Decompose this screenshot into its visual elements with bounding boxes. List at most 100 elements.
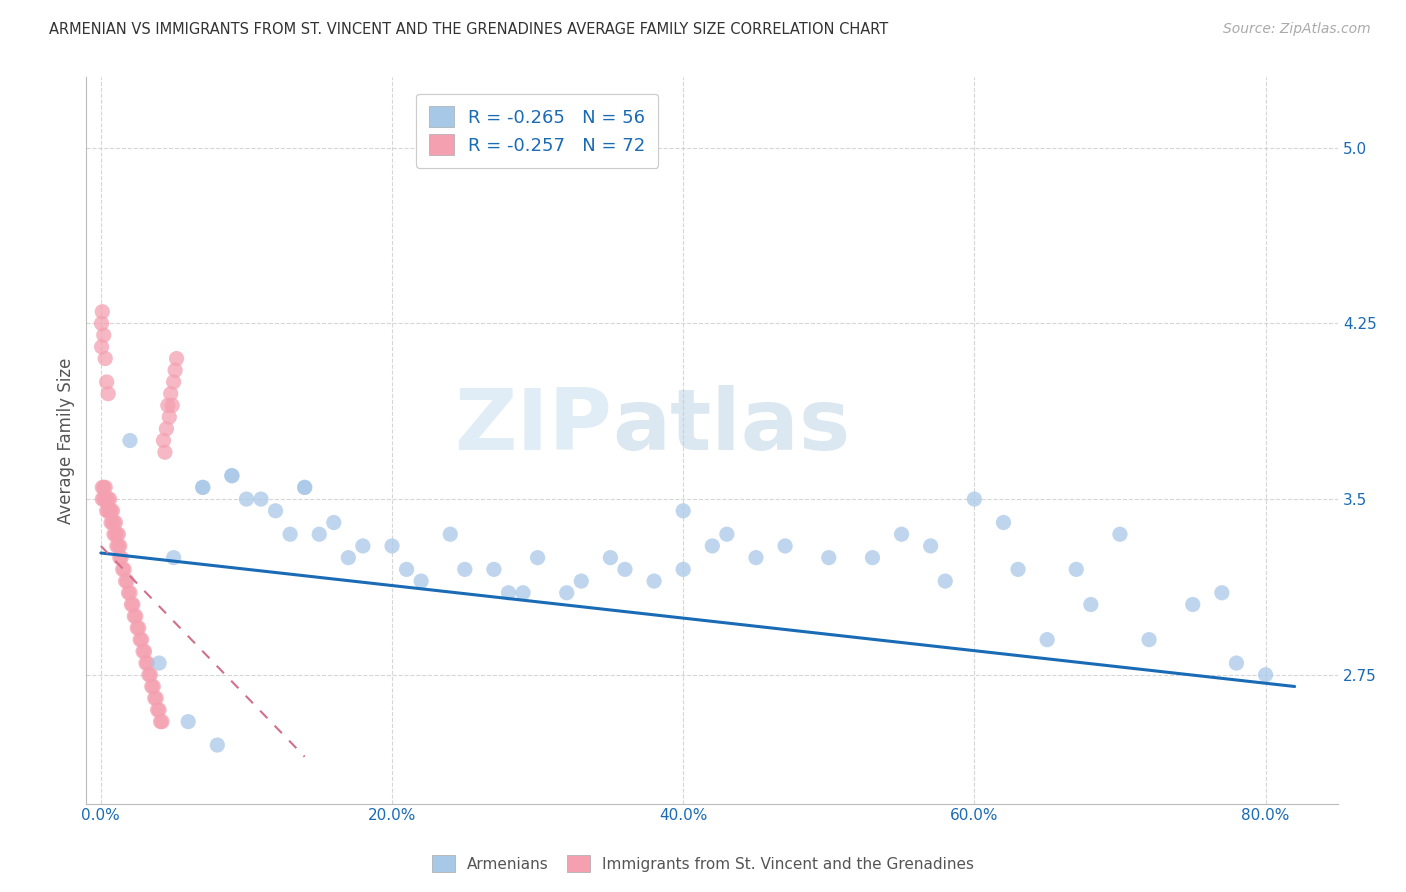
Point [141,680,163,694]
Point [127,621,149,635]
Point [1211,586,1233,600]
Point [148,656,170,670]
Point [134,644,156,658]
Point [439,527,461,541]
Point [1036,632,1059,647]
Point [191,480,214,494]
Point [512,586,534,600]
Point [160,398,183,412]
Point [118,434,141,448]
Point [294,480,316,494]
Point [93,492,115,507]
Point [773,539,796,553]
Point [163,375,186,389]
Point [143,691,166,706]
Point [146,703,169,717]
Text: atlas: atlas [612,384,851,467]
Point [352,539,374,553]
Point [108,550,131,565]
Point [294,480,316,494]
Point [165,363,187,377]
Point [155,422,177,436]
Point [1137,632,1160,647]
Point [569,574,592,588]
Point [221,468,243,483]
Point [98,492,121,507]
Point [555,586,578,600]
Point [308,527,330,541]
Point [159,386,181,401]
Point [91,304,114,318]
Point [498,586,520,600]
Point [101,504,124,518]
Point [156,398,179,412]
Point [207,738,229,752]
Point [221,468,243,483]
Point [132,644,155,658]
Point [107,527,129,541]
Point [139,667,162,681]
Legend: Armenians, Immigrants from St. Vincent and the Grenadines: Armenians, Immigrants from St. Vincent a… [425,847,981,880]
Legend: R = -0.265   N = 56, R = -0.257   N = 72: R = -0.265 N = 56, R = -0.257 N = 72 [416,94,658,168]
Point [97,386,120,401]
Point [993,516,1015,530]
Text: ARMENIAN VS IMMIGRANTS FROM ST. VINCENT AND THE GRENADINES AVERAGE FAMILY SIZE C: ARMENIAN VS IMMIGRANTS FROM ST. VINCENT … [49,22,889,37]
Point [145,691,167,706]
Point [890,527,912,541]
Point [278,527,301,541]
Point [381,539,404,553]
Point [104,527,127,541]
Point [1080,598,1102,612]
Point [702,539,724,553]
Point [191,480,214,494]
Point [97,504,120,518]
Point [920,539,942,553]
Point [322,516,344,530]
Point [136,656,159,670]
Point [120,598,142,612]
Point [138,667,160,681]
Point [411,574,433,588]
Point [104,516,127,530]
Point [100,504,122,518]
Point [94,351,117,366]
Point [131,632,153,647]
Point [643,574,665,588]
Point [153,445,176,459]
Point [157,410,180,425]
Point [128,621,150,635]
Point [100,516,122,530]
Point [1181,598,1204,612]
Point [91,492,114,507]
Point [105,539,128,553]
Point [613,562,636,576]
Point [103,527,125,541]
Point [96,375,118,389]
Point [1254,667,1277,681]
Point [672,504,695,518]
Point [150,714,173,729]
Point [745,550,768,565]
Point [98,504,121,518]
Point [1007,562,1029,576]
Point [1225,656,1247,670]
Point [117,586,139,600]
Point [454,562,477,576]
Text: Source: ZipAtlas.com: Source: ZipAtlas.com [1223,22,1371,37]
Point [1064,562,1087,576]
Point [93,480,115,494]
Point [129,632,152,647]
Point [482,562,505,576]
Point [110,550,132,565]
Point [91,480,114,494]
Point [90,340,112,354]
Point [672,562,695,576]
Point [934,574,956,588]
Point [101,516,124,530]
Point [93,328,115,343]
Point [963,492,986,507]
Point [124,609,146,624]
Point [125,609,148,624]
Point [142,680,165,694]
Point [96,504,118,518]
